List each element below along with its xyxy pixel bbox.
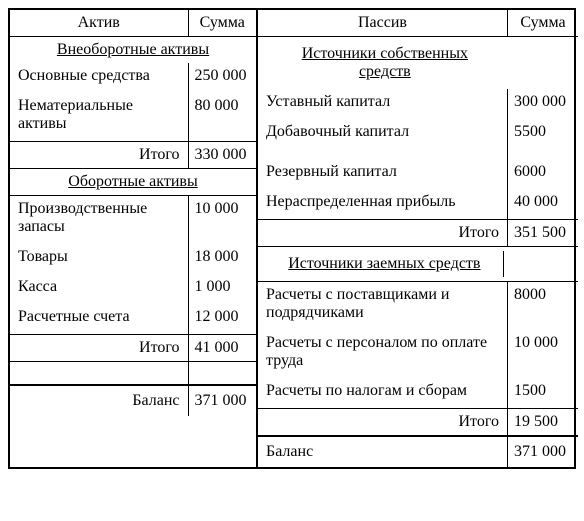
row-amount: 300 000 [508,89,578,119]
table-row: Расчеты по налогам и сборам 1500 [258,378,578,408]
row-label: Уставный капитал [258,89,508,119]
assets-header-row: Актив Сумма [10,10,256,36]
liabs-total-row: Баланс 371 000 [258,435,578,467]
row-label: Резервный капитал [258,149,508,189]
assets-section1-subtotal: Итого 330 000 [10,141,256,169]
header-asset: Актив [10,10,189,36]
row-label: Расчетные счета [10,304,189,334]
table-row: Товары 18 000 [10,244,256,274]
row-label: Расчеты с персоналом по оплате труда [258,330,508,378]
table-row: Расчеты с персоналом по оплате труда 10 … [258,330,578,378]
total-amount: 371 000 [189,386,256,416]
assets-section1-title: Внеоборотные активы [10,36,256,63]
row-label: Нераспределенная прибыль [258,189,508,219]
table-row: Уставный капитал 300 000 [258,89,578,119]
table-row: Нераспределенная прибыль 40 000 [258,189,578,219]
row-label: Касса [10,274,189,304]
liabs-section2-title: Источники заемных средств [258,247,578,281]
liabilities-side: Пассив Сумма Источники собственных средс… [258,10,578,467]
table-row: Основные средства 250 000 [10,63,256,93]
row-amount: 10 000 [508,330,578,378]
liabs-section1-subtotal: Итого 351 500 [258,219,578,247]
assets-side: Актив Сумма Внеоборотные активы Основные… [10,10,258,467]
row-amount: 40 000 [508,189,578,219]
row-amount: 8000 [508,282,578,330]
row-amount: 18 000 [189,244,256,274]
subtotal-amount: 351 500 [508,220,578,246]
table-row: Производственные запасы 10 000 [10,195,256,244]
liabs-section2-subtotal: Итого 19 500 [258,408,578,435]
spacer-cell [10,362,189,384]
row-label: Добавочный капитал [258,119,508,149]
total-amount: 371 000 [508,437,578,467]
assets-section2-subtotal: Итого 41 000 [10,334,256,361]
liabs-header-row: Пассив Сумма [258,10,578,36]
table-row: Расчетные счета 12 000 [10,304,256,334]
subtotal-amount: 19 500 [508,409,578,435]
table-row: Добавочный капитал 5500 [258,119,578,149]
header-amount-liabs: Сумма [508,10,578,36]
spacer-cell [189,362,256,384]
table-row: Резервный капитал 6000 [258,149,578,189]
header-liab: Пассив [258,10,508,36]
row-amount: 1 000 [189,274,256,304]
subtotal-label: Итого [258,409,508,435]
subtotal-label: Итого [258,220,508,246]
row-amount: 10 000 [189,196,256,244]
row-amount: 5500 [508,119,578,149]
row-amount: 12 000 [189,304,256,334]
spacer-cell [504,251,570,277]
row-label: Производственные запасы [10,196,189,244]
table-row: Нематериальные активы 80 000 [10,93,256,141]
header-amount-assets: Сумма [189,10,257,36]
row-label: Расчеты с поставщиками и подрядчиками [258,282,508,330]
total-label: Баланс [10,386,189,416]
assets-total-row: Баланс 371 000 [10,384,256,416]
row-amount: 250 000 [189,63,256,93]
liabs-section2-title-text: Источники заемных средств [288,255,480,272]
liabs-section1-title-text: Источники собственных средств [302,45,468,80]
table-row: Расчеты с поставщиками и подрядчиками 80… [258,281,578,330]
row-amount: 6000 [508,149,578,189]
subtotal-label: Итого [10,142,189,168]
assets-spacer-row [10,361,256,384]
liabs-section1-title: Источники собственных средств [258,36,578,89]
assets-section2-title-text: Оборотные активы [68,173,197,190]
assets-section2-title: Оборотные активы [10,169,256,195]
row-amount: 1500 [508,378,578,408]
table-row: Касса 1 000 [10,274,256,304]
subtotal-amount: 41 000 [189,335,256,361]
row-label: Товары [10,244,189,274]
row-label: Расчеты по налогам и сборам [258,378,508,408]
subtotal-label: Итого [10,335,189,361]
total-label: Баланс [258,437,508,467]
spacer-cell [504,41,570,85]
row-label: Нематериальные активы [10,93,189,141]
balance-sheet-table: Актив Сумма Внеоборотные активы Основные… [8,8,576,469]
row-label: Основные средства [10,63,189,93]
assets-section1-title-text: Внеоборотные активы [57,41,209,58]
row-amount: 80 000 [189,93,256,141]
subtotal-amount: 330 000 [189,142,256,168]
